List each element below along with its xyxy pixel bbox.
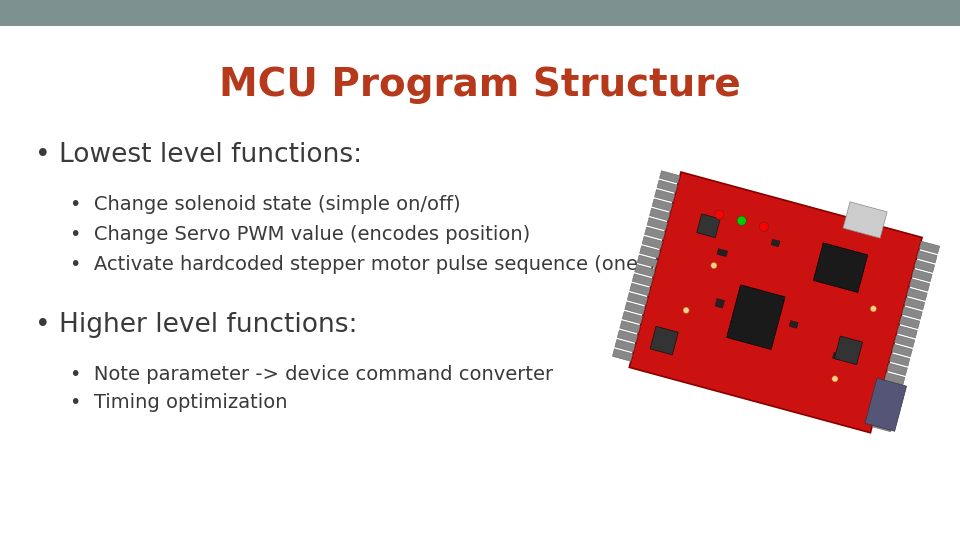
Text: •  Timing optimization: • Timing optimization: [70, 393, 287, 411]
Polygon shape: [919, 241, 940, 254]
Circle shape: [832, 376, 838, 382]
Text: •  Change solenoid state (simple on/off): • Change solenoid state (simple on/off): [70, 195, 461, 214]
Text: MCU Program Structure: MCU Program Structure: [219, 66, 741, 104]
Polygon shape: [906, 288, 927, 301]
Polygon shape: [900, 316, 920, 329]
Polygon shape: [879, 391, 900, 403]
Polygon shape: [914, 260, 935, 272]
Polygon shape: [917, 251, 937, 263]
Polygon shape: [637, 255, 658, 268]
Polygon shape: [771, 239, 780, 247]
Polygon shape: [617, 330, 637, 342]
Polygon shape: [717, 248, 728, 256]
Polygon shape: [650, 208, 670, 221]
Polygon shape: [909, 279, 929, 291]
Polygon shape: [660, 171, 680, 183]
Polygon shape: [657, 180, 678, 193]
Polygon shape: [834, 336, 863, 364]
Polygon shape: [875, 410, 895, 422]
Text: • Lowest level functions:: • Lowest level functions:: [35, 142, 362, 168]
Polygon shape: [639, 246, 660, 258]
Polygon shape: [901, 307, 923, 319]
Polygon shape: [897, 326, 918, 338]
Polygon shape: [895, 335, 915, 347]
Polygon shape: [612, 349, 633, 361]
Polygon shape: [647, 218, 667, 230]
Polygon shape: [630, 283, 650, 296]
Polygon shape: [882, 382, 902, 394]
Polygon shape: [650, 326, 679, 355]
Polygon shape: [789, 321, 798, 328]
Polygon shape: [620, 321, 640, 333]
Polygon shape: [614, 340, 636, 352]
Text: •  Note parameter -> device command converter: • Note parameter -> device command conve…: [70, 366, 553, 384]
Circle shape: [759, 222, 769, 232]
Polygon shape: [872, 419, 893, 432]
Polygon shape: [644, 227, 665, 239]
Polygon shape: [635, 265, 655, 277]
Polygon shape: [843, 202, 887, 238]
Polygon shape: [813, 243, 868, 293]
Polygon shape: [652, 199, 673, 211]
Polygon shape: [622, 311, 643, 324]
Polygon shape: [697, 214, 720, 238]
Circle shape: [715, 210, 724, 219]
Circle shape: [710, 262, 717, 268]
Polygon shape: [642, 237, 662, 249]
Polygon shape: [832, 353, 841, 360]
Text: •  Activate hardcoded stepper motor pulse sequence (one stroke): • Activate hardcoded stepper motor pulse…: [70, 255, 712, 274]
Circle shape: [684, 307, 689, 313]
Polygon shape: [630, 172, 922, 433]
Bar: [0, 0, 960, 26]
Polygon shape: [627, 293, 648, 305]
Polygon shape: [904, 298, 924, 310]
Polygon shape: [876, 401, 898, 413]
Text: •  Change Servo PWM value (encodes position): • Change Servo PWM value (encodes positi…: [70, 226, 530, 245]
Polygon shape: [625, 302, 645, 314]
Polygon shape: [887, 363, 907, 375]
Polygon shape: [865, 378, 906, 431]
Polygon shape: [715, 299, 725, 308]
Circle shape: [871, 306, 876, 312]
Polygon shape: [727, 285, 785, 349]
Circle shape: [737, 216, 746, 225]
Polygon shape: [892, 344, 912, 357]
Polygon shape: [912, 269, 932, 282]
Text: • Higher level functions:: • Higher level functions:: [35, 312, 357, 338]
Polygon shape: [655, 190, 675, 202]
Polygon shape: [889, 354, 910, 366]
Polygon shape: [884, 373, 905, 385]
Polygon shape: [633, 274, 653, 286]
